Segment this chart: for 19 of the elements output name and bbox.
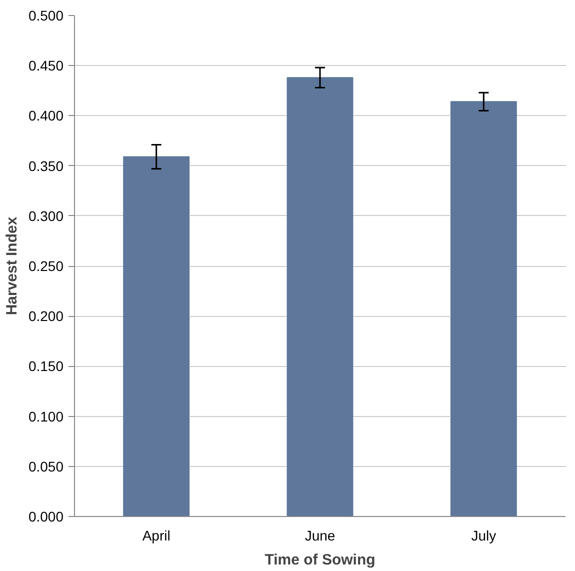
y-axis-title: Harvest Index bbox=[3, 216, 20, 316]
x-tick-label: April bbox=[142, 528, 170, 544]
y-tick-label: 0.400 bbox=[28, 108, 64, 124]
y-tick-label: 0.300 bbox=[28, 208, 64, 224]
y-tick-label: 0.150 bbox=[28, 358, 64, 374]
x-tick-label: June bbox=[304, 528, 336, 544]
y-tick-label: 0.100 bbox=[28, 408, 64, 424]
x-axis-title: Time of Sowing bbox=[264, 552, 376, 568]
bar bbox=[286, 77, 354, 516]
y-tick-label: 0.200 bbox=[28, 308, 64, 324]
y-tick-label: 0.050 bbox=[28, 458, 64, 474]
y-tick-label: 0.450 bbox=[28, 58, 64, 74]
y-tick-label: 0.250 bbox=[28, 258, 64, 274]
bar bbox=[450, 101, 517, 516]
bar bbox=[123, 156, 190, 516]
y-tick-label: 0.350 bbox=[28, 158, 64, 174]
y-tick-label: 0.000 bbox=[28, 508, 64, 524]
x-tick-label: July bbox=[471, 528, 496, 544]
y-tick-label: 0.500 bbox=[28, 8, 64, 24]
